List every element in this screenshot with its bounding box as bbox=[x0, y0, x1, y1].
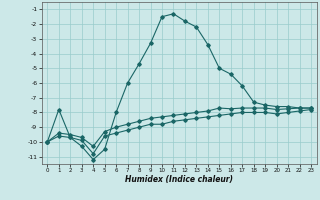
X-axis label: Humidex (Indice chaleur): Humidex (Indice chaleur) bbox=[125, 175, 233, 184]
